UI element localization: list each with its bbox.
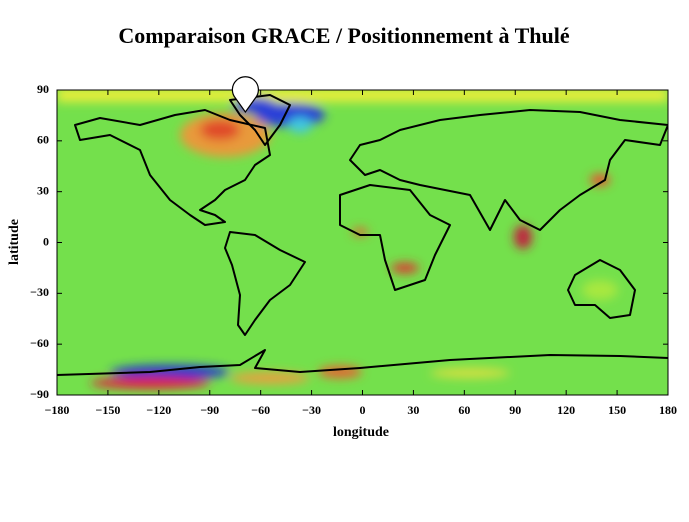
x-axis-label: longitude bbox=[333, 425, 389, 440]
location-marker bbox=[231, 76, 259, 114]
y-axis-label: latitude bbox=[7, 219, 22, 265]
y-tick-label: −30 bbox=[30, 285, 49, 299]
coastline bbox=[74, 109, 271, 226]
coastline bbox=[57, 349, 668, 376]
coastline bbox=[349, 109, 668, 231]
x-tick-label: 180 bbox=[659, 403, 677, 417]
x-tick-label: −90 bbox=[200, 403, 219, 417]
x-tick-label: −120 bbox=[146, 403, 171, 417]
x-tick-label: 60 bbox=[458, 403, 470, 417]
coastline bbox=[229, 94, 291, 146]
coastline bbox=[567, 259, 636, 319]
y-tick-label: −90 bbox=[30, 387, 49, 401]
x-tick-label: 90 bbox=[509, 403, 521, 417]
y-tick-label: 0 bbox=[43, 234, 49, 248]
x-tick-label: −150 bbox=[95, 403, 120, 417]
coastline bbox=[339, 184, 451, 291]
field-base bbox=[57, 90, 668, 395]
y-tick-label: 90 bbox=[37, 82, 49, 96]
coastline bbox=[224, 231, 306, 336]
y-tick-label: −60 bbox=[30, 336, 49, 350]
x-tick-label: 0 bbox=[360, 403, 366, 417]
x-tick-label: −30 bbox=[302, 403, 321, 417]
y-tick-label: 60 bbox=[37, 133, 49, 147]
x-tick-label: 150 bbox=[608, 403, 626, 417]
y-tick-label: 30 bbox=[37, 183, 49, 197]
x-tick-label: −60 bbox=[251, 403, 270, 417]
x-tick-label: 30 bbox=[407, 403, 419, 417]
chart-title: Comparaison GRACE / Positionnement à Thu… bbox=[118, 23, 569, 48]
x-tick-label: 120 bbox=[557, 403, 575, 417]
map-field bbox=[57, 90, 668, 395]
x-tick-label: −180 bbox=[45, 403, 70, 417]
